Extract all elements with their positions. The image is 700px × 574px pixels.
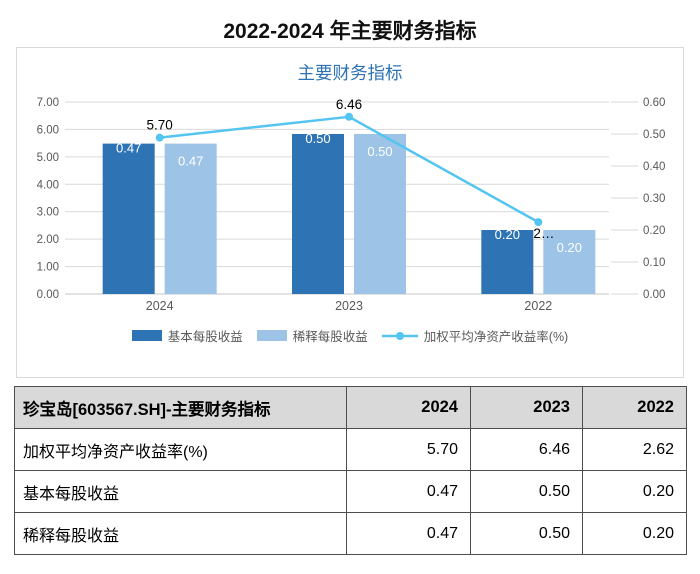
table-cell: 6.46	[470, 428, 583, 471]
bar	[164, 143, 217, 294]
legend-item: 基本每股收益	[131, 326, 243, 345]
bar-label: 0.20	[557, 240, 582, 255]
chart-card: 主要财务指标 7.00 6.00 5.00 4.00 3.00 2.00 1.00 0.00 0…	[16, 47, 684, 378]
right-axis-tick: 0.50	[643, 129, 665, 141]
legend-item: 稀释每股收益	[256, 326, 368, 345]
table-row: 基本每股收益 0.47 0.50 0.20	[14, 470, 687, 513]
table-row: 稀释每股收益 0.47 0.50 0.20	[14, 512, 687, 555]
category-label: 2024	[146, 299, 174, 313]
legend-bar-swatch	[131, 330, 162, 341]
left-axis-tick: 4.00	[37, 179, 59, 191]
financial-table: 珍宝岛[603567.SH]-主要财务指标 2024 2023 2022 加权平…	[14, 386, 687, 555]
table-header-cell: 2023	[470, 386, 583, 429]
left-axis-tick: 7.00	[37, 97, 59, 109]
line-label: 5.70	[147, 118, 173, 133]
table-header-row: 珍宝岛[603567.SH]-主要财务指标 2024 2023 2022	[14, 386, 687, 429]
right-axis-tick: 0.60	[643, 97, 665, 109]
bar-label: 0.47	[178, 154, 203, 169]
left-axis-tick: 0.00	[37, 289, 59, 301]
legend-label: 基本每股收益	[167, 330, 243, 344]
legend-label: 稀释每股收益	[292, 330, 368, 344]
table-header-cell: 2022	[582, 386, 687, 429]
table-cell: 0.50	[470, 470, 583, 513]
bar	[543, 230, 596, 294]
bar	[481, 230, 534, 294]
table-cell: 0.47	[346, 512, 471, 555]
page-title: 2022-2024 年主要财务指标	[223, 20, 477, 43]
bar-label: 0.50	[305, 131, 330, 146]
bar-label: 0.20	[495, 227, 520, 242]
left-axis-tick: 3.00	[37, 207, 59, 219]
bar	[292, 134, 344, 294]
table-row: 加权平均净资产收益率(%) 5.70 6.46 2.62	[14, 428, 687, 471]
chart-legend: 基本每股收益 稀释每股收益 加权平均净资产收益率(%)	[17, 326, 683, 345]
left-axis-tick: 6.00	[37, 124, 59, 136]
legend-label: 加权平均净资产收益率(%)	[423, 330, 569, 344]
table-cell: 0.20	[582, 512, 687, 555]
left-axis-tick: 5.00	[37, 152, 59, 164]
bar-label: 0.50	[367, 144, 392, 159]
right-axis-tick: 0.40	[643, 161, 665, 173]
line-point	[345, 112, 353, 121]
bar	[102, 143, 155, 294]
category-label: 2023	[335, 299, 363, 313]
table-header-cell: 2024	[346, 386, 471, 429]
bar	[354, 134, 406, 294]
table-header-cell: 珍宝岛[603567.SH]-主要财务指标	[14, 386, 347, 429]
legend-line-swatch	[381, 331, 418, 340]
left-axis-tick: 2.00	[37, 234, 59, 246]
line-label: 2…	[533, 226, 554, 241]
table-cell: 稀释每股收益	[14, 512, 347, 555]
table-cell: 0.47	[346, 470, 471, 513]
right-axis-tick: 0.10	[643, 257, 665, 269]
right-axis-tick: 0.30	[643, 193, 665, 205]
right-axis-tick: 0.20	[643, 225, 665, 237]
table-cell: 2.62	[582, 428, 687, 471]
bar-label: 0.47	[116, 141, 141, 156]
chart-title: 主要财务指标	[297, 63, 403, 83]
table-cell: 基本每股收益	[14, 470, 347, 513]
line-point	[155, 133, 164, 142]
legend-bar-swatch	[256, 330, 287, 341]
chart-plot: 7.00 6.00 5.00 4.00 3.00 2.00 1.00 0.00 0.60 0.50…	[37, 97, 666, 313]
right-axis-tick: 0.00	[643, 289, 665, 301]
table-cell: 5.70	[346, 428, 471, 471]
left-axis-tick: 1.00	[37, 262, 59, 274]
table-cell: 加权平均净资产收益率(%)	[14, 428, 347, 471]
table-cell: 0.50	[470, 512, 583, 555]
line-label: 6.46	[336, 97, 362, 112]
table-cell: 0.20	[582, 470, 687, 513]
line-point	[534, 218, 543, 227]
category-label: 2022	[524, 299, 552, 313]
legend-item: 加权平均净资产收益率(%)	[381, 326, 569, 345]
